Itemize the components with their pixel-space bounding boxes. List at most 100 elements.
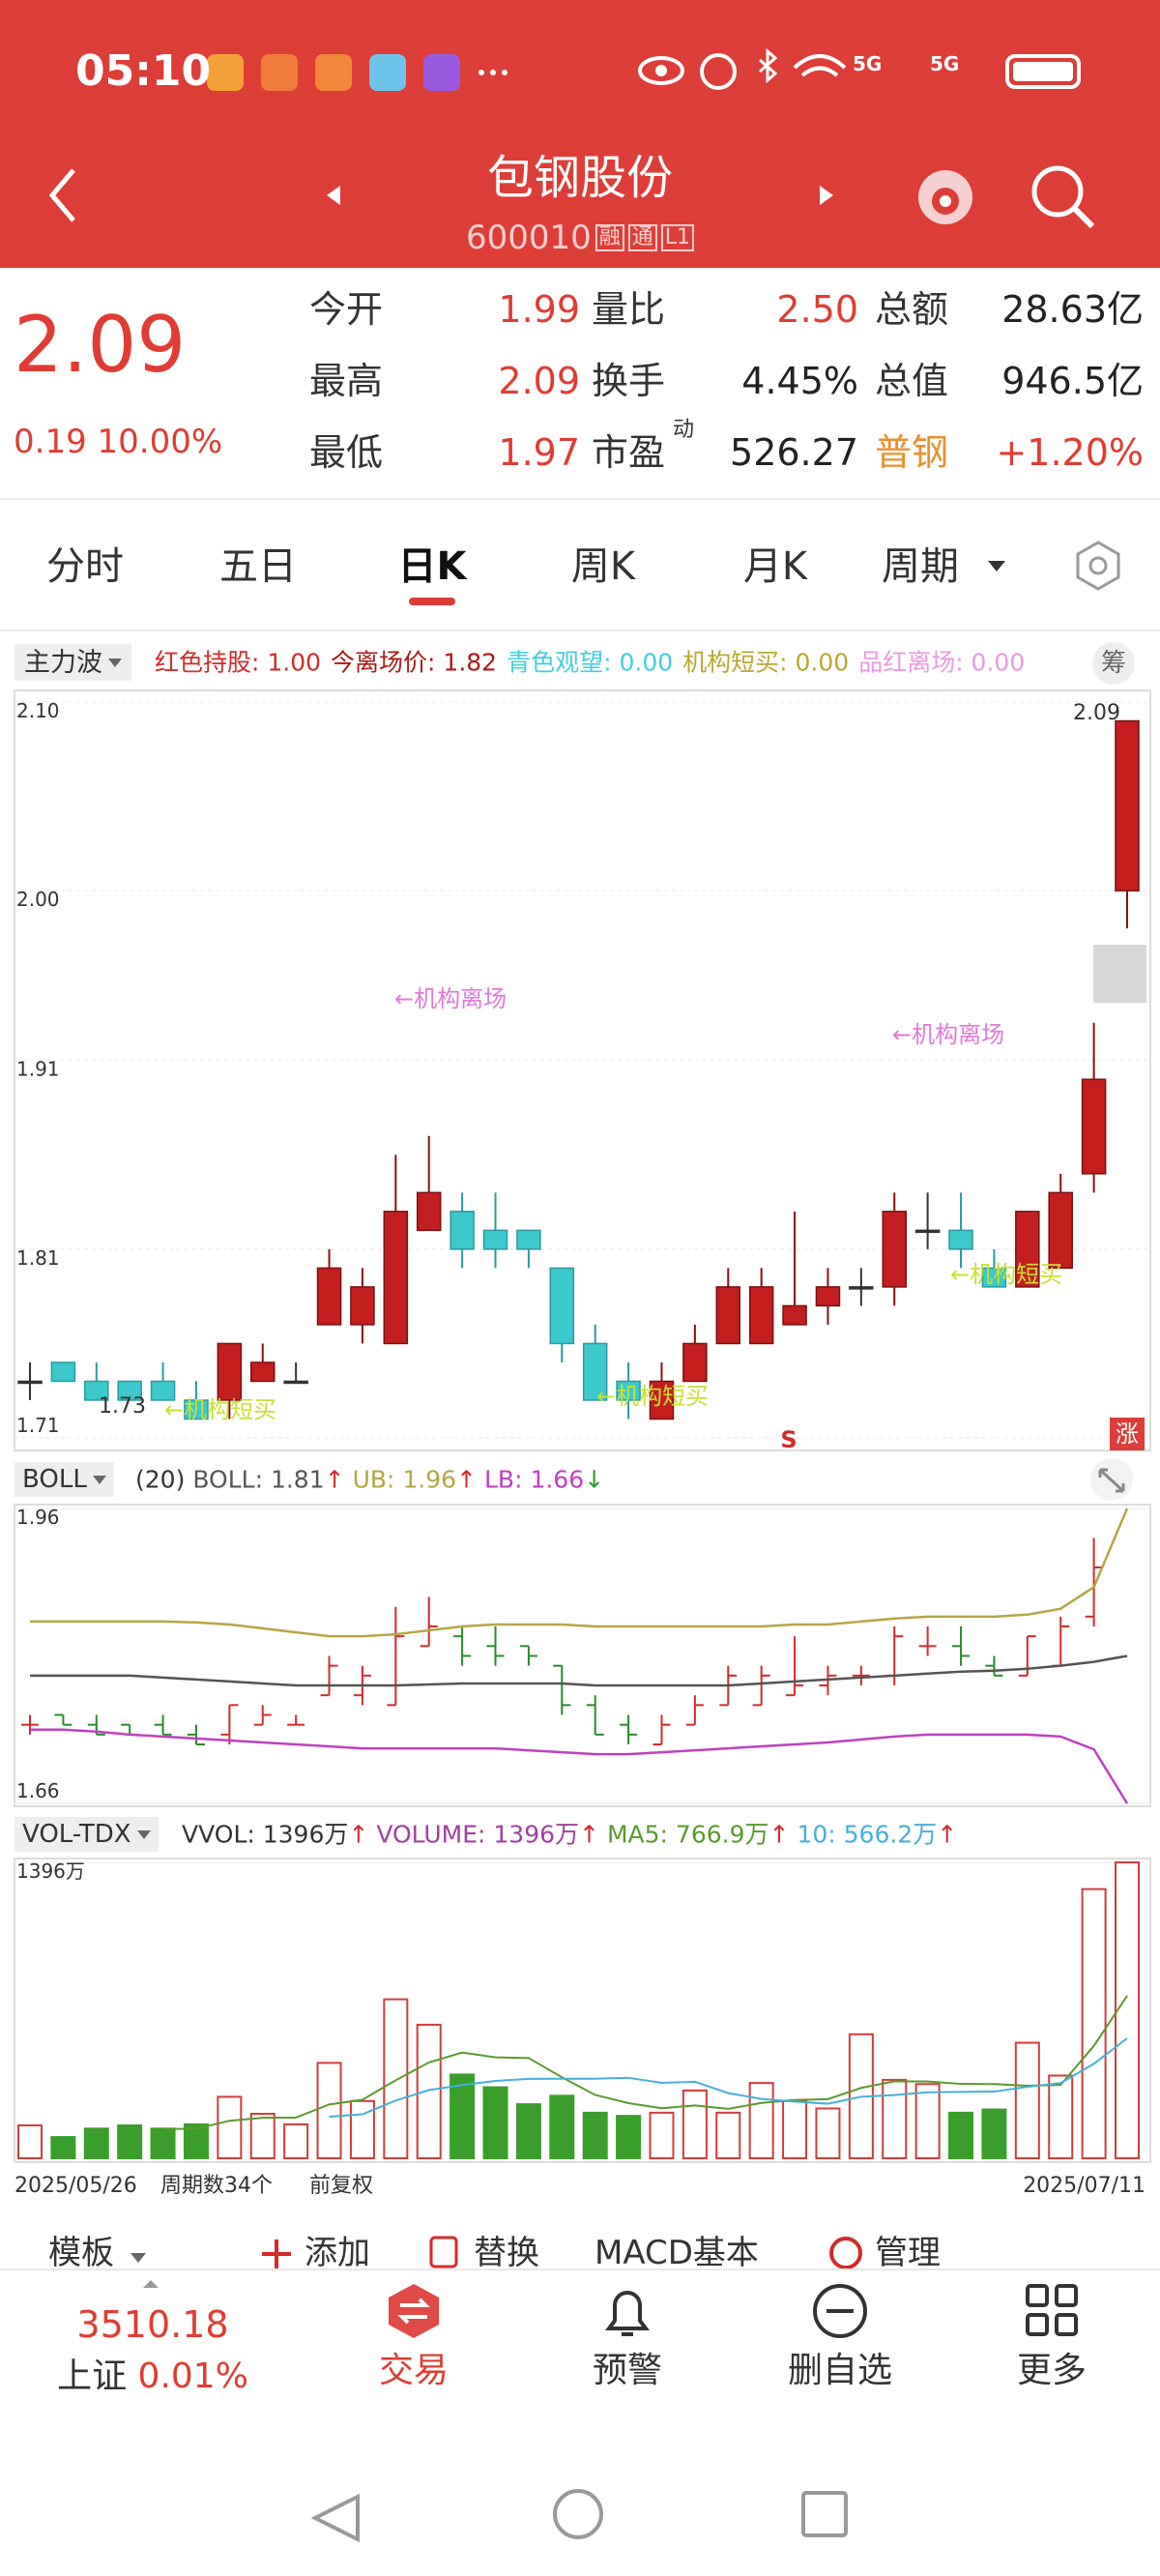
tab[interactable]: 日K: [397, 544, 467, 589]
volume-bar: [1014, 2041, 1040, 2160]
next-stock[interactable]: [820, 186, 833, 205]
toolbar-template[interactable]: 模板: [48, 2234, 114, 2272]
field-sup: 动: [673, 418, 695, 442]
back-icon[interactable]: [48, 168, 75, 222]
volume-bar: [283, 2122, 309, 2160]
field-value: 2.50: [776, 288, 858, 331]
search-icon[interactable]: [1031, 165, 1095, 229]
boll-legend: (20) BOLL: 1.81 ↑ UB: 1.96 ↑ LB: 1.66 ↓: [135, 1468, 604, 1492]
price-change: 0.19 10.00%: [14, 425, 222, 458]
more-icon[interactable]: [1026, 2284, 1078, 2336]
volume-bar: [349, 2099, 375, 2160]
legend-arrow: ↑: [456, 1465, 477, 1494]
plot-frame: [14, 689, 1151, 1451]
index-value[interactable]: 3510.18: [76, 2303, 229, 2346]
volume-bar: [616, 2115, 642, 2159]
prev-stock[interactable]: [327, 186, 340, 205]
candle-body: [50, 1361, 76, 1383]
indicator-item: 品红离场: 0.00: [858, 648, 1026, 677]
expand-icon[interactable]: [1090, 1458, 1133, 1501]
stock-title: 包钢股份: [486, 151, 674, 205]
nav-more[interactable]: 更多: [1016, 2351, 1088, 2390]
tab[interactable]: 月K: [742, 544, 808, 589]
tab[interactable]: 五日: [219, 544, 297, 589]
toolbar-macd[interactable]: MACD基本: [594, 2234, 759, 2272]
vol-selector[interactable]: VOL-TDX: [14, 1817, 159, 1852]
candle-body: [283, 1380, 308, 1385]
boll-selector[interactable]: BOLL: [14, 1462, 114, 1497]
trade-icon[interactable]: [389, 2284, 439, 2338]
candles: [17, 719, 1140, 1420]
candle-body: [849, 1286, 874, 1290]
sys-back[interactable]: [310, 2493, 360, 2543]
tab[interactable]: 周K: [570, 544, 636, 589]
candle-body: [882, 1211, 907, 1288]
volume-bar: [549, 2094, 575, 2159]
index-change[interactable]: 上证 0.01%: [57, 2359, 248, 2394]
indicator-selector[interactable]: 主力波: [14, 644, 131, 681]
toolbar-dropdown: [130, 2253, 146, 2263]
add-icon[interactable]: [262, 2239, 291, 2269]
field-value: 946.5亿: [1001, 360, 1144, 402]
volume-bar: [50, 2136, 76, 2160]
status-icons: [207, 47, 1081, 91]
volume-bar: [117, 2124, 143, 2160]
candle-body: [416, 1191, 442, 1232]
candle-body: [450, 1211, 475, 1250]
volume-bar: [150, 2127, 176, 2159]
volume-bar: [782, 2099, 808, 2160]
toolbar-manage[interactable]: 管理: [875, 2234, 941, 2272]
volume-bar: [649, 2111, 675, 2160]
manage-icon[interactable]: [829, 2237, 862, 2269]
volume-bar: [882, 2078, 908, 2159]
nav-alert[interactable]: 预警: [592, 2351, 663, 2390]
toolbar-replace[interactable]: 替换: [474, 2234, 539, 2272]
candle-body: [17, 1380, 43, 1385]
legend-arrow: ↑: [348, 1820, 369, 1849]
boll-line: [30, 1654, 1128, 1687]
volume-bar: [815, 2107, 841, 2159]
tab[interactable]: 分时: [46, 544, 124, 589]
stock-code: 600010: [465, 219, 592, 257]
annotation: ←机构离场: [394, 985, 507, 1012]
y-tick-label: 2.00: [16, 888, 60, 911]
x-end: 2025/07/11: [1023, 2174, 1146, 2198]
chip-button[interactable]: 筹: [1092, 642, 1135, 685]
gap-box: [1093, 945, 1146, 1003]
network-label: 5G: [853, 52, 883, 75]
candle-body: [217, 1342, 243, 1401]
volume-bar: [450, 2073, 476, 2160]
signal: S: [780, 1426, 797, 1453]
candle-body: [782, 1304, 807, 1326]
settings-icon[interactable]: [1076, 541, 1120, 591]
replace-icon[interactable]: [429, 2236, 458, 2269]
volume-bar: [217, 2095, 243, 2159]
sys-recent[interactable]: [801, 2491, 848, 2537]
tab-indicator: [409, 598, 455, 605]
y-tick-label: 2.10: [16, 699, 60, 722]
boll-line: [30, 1508, 1129, 1638]
chip-label: 筹: [1100, 649, 1126, 678]
field-value: 1.97: [498, 431, 580, 474]
candle-body: [914, 1229, 941, 1234]
candle-body: [250, 1361, 276, 1383]
sys-home[interactable]: [553, 2489, 603, 2539]
alert-icon[interactable]: [605, 2291, 650, 2336]
toolbar-add[interactable]: 添加: [304, 2234, 370, 2272]
legend-arrow: ↑: [579, 1820, 599, 1849]
remove-icon[interactable]: [813, 2284, 867, 2338]
nav-trade[interactable]: 交易: [378, 2351, 450, 2390]
tab-dropdown: [988, 561, 1005, 571]
volume-bar: [748, 2082, 774, 2159]
boll-line: [30, 1728, 1129, 1804]
avatar-icon[interactable]: [918, 170, 972, 224]
y-tick-label: 1.91: [16, 1058, 60, 1081]
candle-body: [549, 1267, 575, 1345]
tab[interactable]: 周期: [882, 544, 959, 589]
index-name: 上证: [57, 2356, 128, 2396]
nav-remove[interactable]: 删自选: [787, 2351, 893, 2390]
plot-frame: [14, 1858, 1151, 2163]
last-price: 2.09: [14, 300, 187, 390]
volume-bar: [316, 2062, 342, 2160]
field-value: 28.63亿: [1001, 288, 1144, 331]
